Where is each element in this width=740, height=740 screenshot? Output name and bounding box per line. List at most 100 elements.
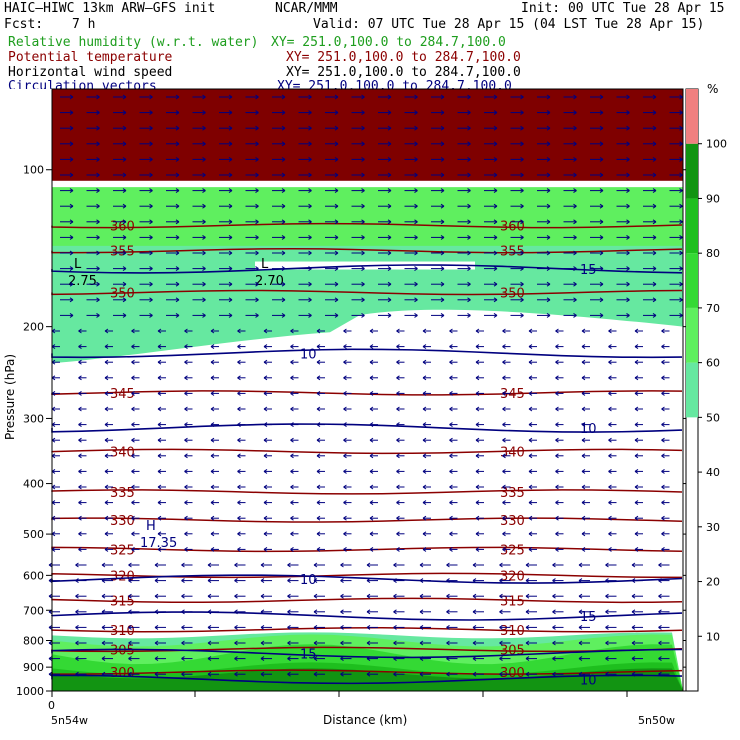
vector-head-25-2: [104, 484, 109, 490]
vector-head-14-0: [69, 312, 74, 318]
vector-head-9-7: [255, 234, 259, 240]
vector-head-7-8: [281, 203, 286, 209]
vector-head-34-22: [631, 624, 636, 630]
vector-head-0-18: [546, 94, 551, 100]
vector-head-34-17: [499, 624, 503, 630]
vector-head-1-0: [69, 110, 74, 116]
vector-head-18-11: [343, 375, 347, 381]
vector-head-13-18: [546, 297, 551, 303]
vector-head-7-0: [69, 203, 74, 209]
vector-head-2-21: [626, 125, 630, 131]
theta-contour-320: [51, 572, 683, 579]
vector-head-30-16: [472, 562, 477, 568]
vector-head-10-21: [626, 250, 630, 256]
vector-head-8-21: [626, 219, 630, 225]
vector-head-12-16: [493, 281, 498, 287]
vector-head-13-19: [573, 297, 577, 303]
vector-head-28-10: [316, 531, 321, 537]
vector-head-20-14: [422, 406, 427, 412]
vector-head-32-18: [525, 593, 530, 599]
vector-head-34-14: [419, 624, 424, 630]
vector-head-11-17: [520, 266, 524, 272]
vector-head-36-3: [128, 656, 132, 662]
vector-head-25-14: [422, 484, 427, 490]
vector-head-8-20: [599, 219, 604, 225]
vector-head-16-15: [449, 344, 453, 350]
wind-contour-4: [51, 611, 683, 621]
colorbar-band-60: [686, 307, 698, 363]
valid-time: Valid: 07 UTC Tue 28 Apr 15 (04 LST Tue …: [313, 17, 705, 32]
vector-head-16-5: [184, 344, 188, 350]
vector-head-26-2: [104, 500, 109, 506]
colorbar-label-40: 40: [706, 466, 720, 479]
vector-head-2-9: [308, 125, 312, 131]
vector-head-37-9: [287, 671, 291, 677]
vector-head-19-22: [634, 390, 639, 396]
vector-head-32-3: [128, 593, 132, 599]
vector-head-27-13: [396, 515, 400, 521]
vector-head-25-12: [369, 484, 374, 490]
vector-head-3-17: [520, 141, 524, 147]
vector-head-27-15: [449, 515, 453, 521]
theta-label-345-left: 345: [110, 387, 135, 402]
fcst-value: 7 h: [72, 17, 96, 32]
vector-head-36-20: [578, 656, 583, 662]
vector-head-10-3: [149, 250, 153, 256]
vector-head-5-23: [679, 172, 683, 178]
vector-head-15-2: [104, 328, 109, 334]
vector-head-33-3: [128, 609, 132, 615]
vector-head-11-12: [387, 266, 392, 272]
vector-head-15-18: [528, 328, 533, 334]
vector-head-7-23: [679, 203, 683, 209]
vector-head-29-15: [449, 546, 453, 552]
vector-head-18-16: [475, 375, 480, 381]
vector-head-22-5: [184, 437, 188, 443]
vector-head-19-16: [475, 390, 480, 396]
vector-head-7-1: [96, 203, 100, 209]
vector-head-6-21: [626, 188, 630, 194]
vector-head-1-20: [599, 110, 604, 116]
vector-head-29-18: [528, 546, 533, 552]
wind-label-10-6: 10: [580, 673, 597, 688]
vector-head-12-6: [228, 281, 233, 287]
vector-head-2-0: [69, 125, 74, 131]
vector-head-13-11: [361, 297, 365, 303]
vector-head-27-6: [210, 515, 215, 521]
vector-head-33-1: [75, 609, 79, 615]
vector-head-37-2: [101, 671, 106, 677]
vector-head-16-7: [237, 344, 241, 350]
vector-head-29-16: [475, 546, 480, 552]
y-tick-600: 600: [23, 569, 44, 582]
vector-head-10-6: [228, 250, 233, 256]
vector-head-19-1: [78, 390, 82, 396]
vector-head-0-23: [679, 94, 683, 100]
colorbar-label-80: 80: [706, 247, 720, 260]
vector-head-20-15: [449, 406, 453, 412]
vector-head-12-10: [334, 281, 339, 287]
field-xy-vectors: XY= 251.0,100.0 to 284.7,100.0: [277, 80, 512, 89]
vector-head-8-16: [493, 219, 498, 225]
vector-head-37-19: [552, 671, 556, 677]
vector-head-4-2: [122, 156, 127, 162]
colorbar-label-50: 50: [706, 411, 720, 424]
vector-head-35-13: [393, 640, 397, 646]
vector-head-31-10: [313, 578, 318, 584]
vector-head-4-20: [599, 156, 604, 162]
vector-head-2-14: [440, 125, 445, 131]
vector-head-35-3: [128, 640, 132, 646]
vector-head-15-4: [157, 328, 162, 334]
vector-head-1-1: [96, 110, 100, 116]
vector-head-0-0: [69, 94, 74, 100]
vector-head-26-10: [316, 500, 321, 506]
vector-head-19-23: [661, 390, 665, 396]
vector-head-22-23: [661, 437, 665, 443]
vector-head-16-4: [157, 344, 162, 350]
vector-head-36-19: [552, 656, 556, 662]
vector-head-6-7: [255, 188, 259, 194]
vector-head-17-15: [449, 359, 453, 365]
vector-head-37-12: [366, 671, 371, 677]
vector-head-12-0: [69, 281, 74, 287]
vector-head-22-1: [78, 437, 82, 443]
theta-label-350-left: 350: [110, 287, 135, 302]
vector-head-26-6: [210, 500, 215, 506]
